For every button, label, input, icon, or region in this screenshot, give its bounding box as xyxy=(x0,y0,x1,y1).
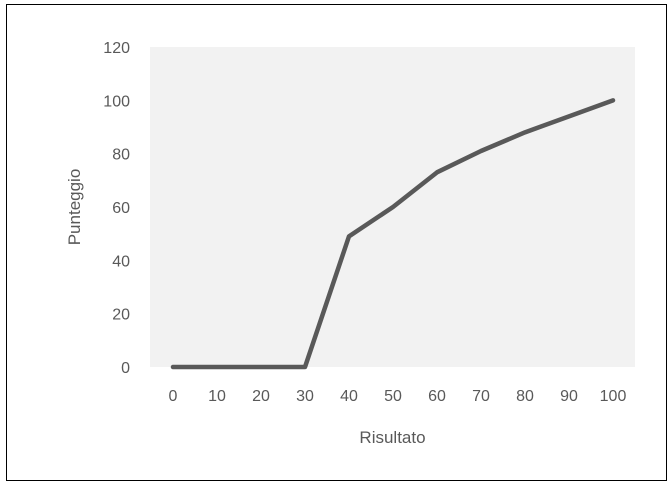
x-tick-label: 30 xyxy=(296,388,314,405)
y-axis-title: Punteggio xyxy=(65,169,84,246)
x-tick-label: 20 xyxy=(252,388,270,405)
series-line xyxy=(170,98,616,370)
x-tick-label: 40 xyxy=(340,388,358,405)
x-tick-label: 50 xyxy=(384,388,402,405)
x-tick-label: 10 xyxy=(208,388,226,405)
y-tick-label: 60 xyxy=(112,200,130,217)
x-tick-label: 100 xyxy=(600,388,627,405)
y-axis-ticks: 0 20 40 60 80 100 120 xyxy=(103,40,130,377)
y-tick-label: 20 xyxy=(112,307,130,324)
x-tick-label: 70 xyxy=(472,388,490,405)
y-tick-label: 0 xyxy=(121,360,130,377)
x-tick-label: 60 xyxy=(428,388,446,405)
x-tick-label: 90 xyxy=(560,388,578,405)
x-axis-ticks: 0 10 20 30 40 50 60 70 80 90 100 xyxy=(169,388,627,405)
series-group xyxy=(170,98,616,370)
x-axis-title: Risultato xyxy=(359,428,425,447)
y-tick-label: 80 xyxy=(112,147,130,164)
x-tick-label: 0 xyxy=(169,388,178,405)
x-tick-label: 80 xyxy=(516,388,534,405)
y-tick-label: 120 xyxy=(103,40,130,57)
y-tick-label: 40 xyxy=(112,253,130,270)
y-tick-label: 100 xyxy=(103,93,130,110)
